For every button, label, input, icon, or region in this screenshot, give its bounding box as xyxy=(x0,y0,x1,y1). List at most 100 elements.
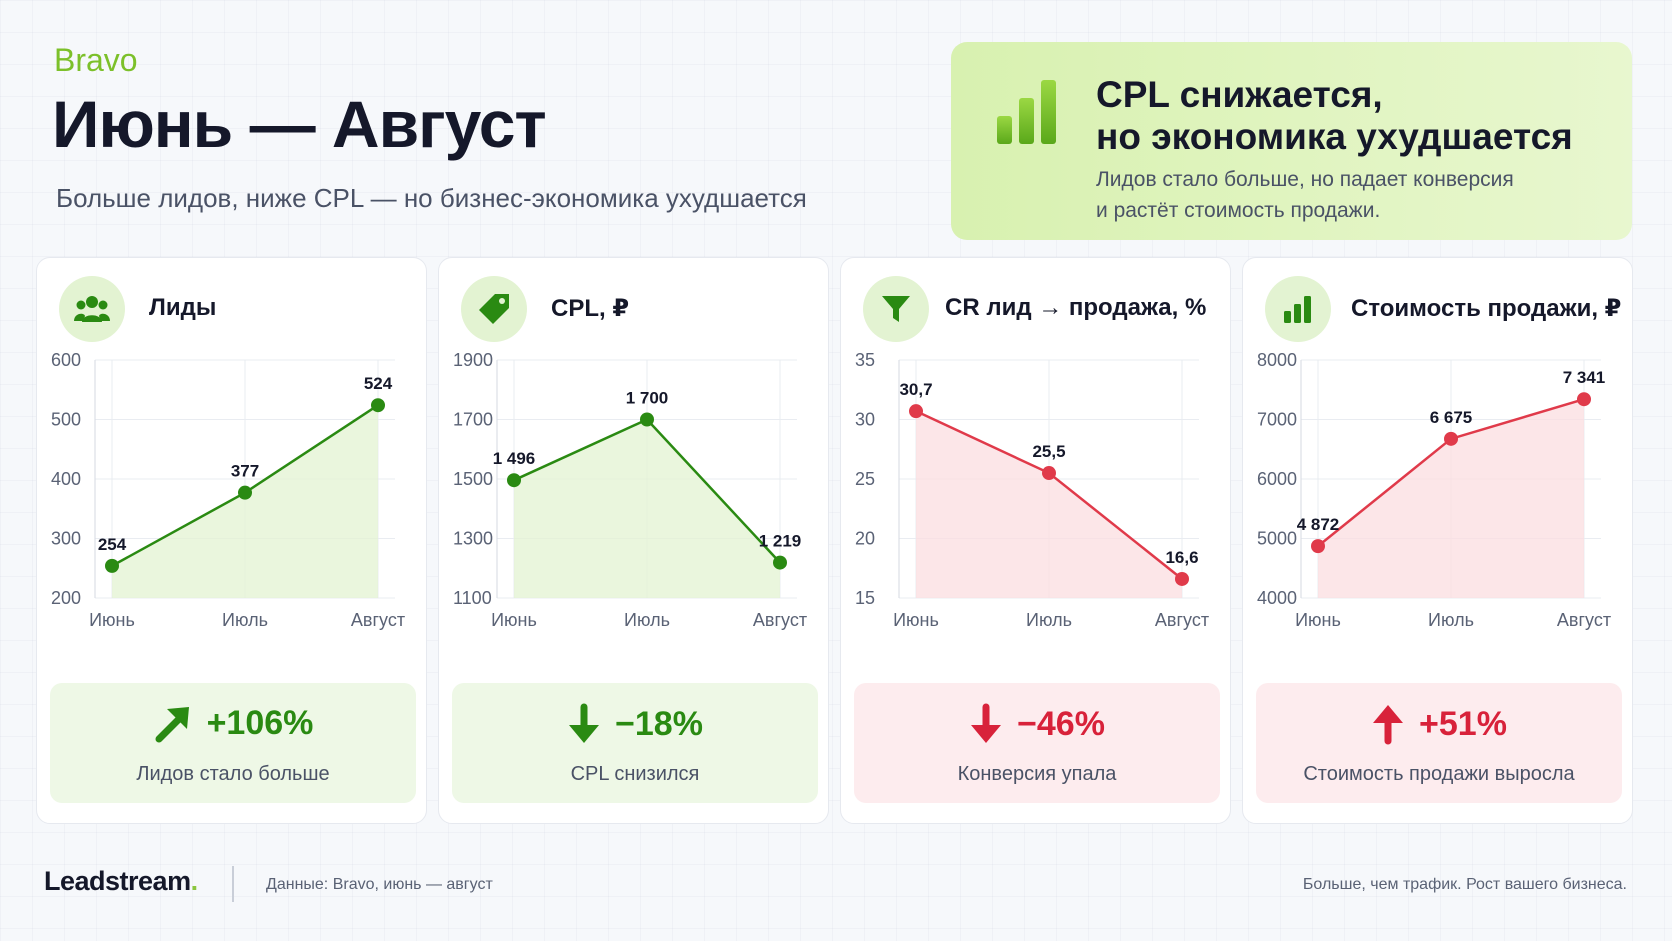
x-tick-label: Июнь xyxy=(491,610,537,630)
card-icon-circle xyxy=(863,276,929,342)
data-point xyxy=(238,485,252,500)
data-point xyxy=(1444,431,1458,446)
data-label: 1 496 xyxy=(493,449,536,468)
footer-logo-dot: . xyxy=(190,866,199,896)
users-icon xyxy=(74,296,110,322)
cr-line-chart: 35 30 25 20 15 30,7 Июнь 25,5 Июль 16,6 Август xyxy=(855,350,1209,630)
card-title: Стоимость продажи, ₽ xyxy=(1351,295,1622,322)
x-tick-label: Июнь xyxy=(1295,610,1341,630)
footer-logo: Leadstream. xyxy=(44,866,198,897)
kpi-box: +51% Стоимость продажи выросла xyxy=(1256,683,1622,803)
kpi-value: −46% xyxy=(1017,704,1105,743)
data-label: 30,7 xyxy=(899,380,932,399)
data-point xyxy=(773,555,787,570)
page-subtitle: Больше лидов, ниже CPL — но бизнес-эконо… xyxy=(56,183,807,213)
data-point xyxy=(105,558,119,573)
callout-text-line1: Лидов стало больше, но падает конверсия xyxy=(1096,168,1514,191)
kpi-caption: Конверсия упала xyxy=(957,763,1117,785)
data-label: 6 675 xyxy=(1430,408,1473,427)
area-fill xyxy=(112,405,378,598)
footer-logo-text: Leadstream xyxy=(44,866,191,896)
data-point xyxy=(1042,466,1056,481)
y-tick-label: 400 xyxy=(51,469,81,489)
y-tick-label: 5000 xyxy=(1257,529,1297,549)
kpi-value: +106% xyxy=(206,703,314,742)
y-tick-label: 4000 xyxy=(1257,588,1297,608)
y-tick-label: 30 xyxy=(855,410,875,430)
y-tick-label: 35 xyxy=(855,350,875,370)
callout-text: Лидов стало больше, но падает конверсия … xyxy=(1096,164,1616,226)
data-label: 7 341 xyxy=(1563,368,1606,387)
area-fill xyxy=(916,411,1182,598)
y-tick-label: 300 xyxy=(51,529,81,549)
x-tick-label: Июнь xyxy=(89,610,135,630)
footer-source: Данные: Bravo, июнь — август xyxy=(266,876,493,893)
price-tag-icon xyxy=(479,294,509,324)
card-cr: CR лид → продажа, % 35 30 25 20 15 30,7 Июнь 25… xyxy=(840,257,1231,824)
x-tick-label: Август xyxy=(351,610,405,630)
card-sale-cost: Стоимость продажи, ₽ 8000 7000 6000 5000 400… xyxy=(1242,257,1633,824)
bar-chart-icon xyxy=(1284,296,1311,323)
data-label: 254 xyxy=(98,535,127,554)
footer-divider xyxy=(232,866,234,902)
y-tick-label: 1300 xyxy=(453,529,493,549)
y-tick-label: 20 xyxy=(855,529,875,549)
footer-slogan: Больше, чем трафик. Рост вашего бизнеса. xyxy=(1302,876,1627,893)
kpi-value: −18% xyxy=(615,704,703,743)
card-title: CR лид → продажа, % xyxy=(945,294,1207,321)
y-tick-label: 1500 xyxy=(453,469,493,489)
area-fill xyxy=(514,419,780,598)
kpi-box: −46% Конверсия упала xyxy=(854,683,1220,803)
y-tick-label: 200 xyxy=(51,588,81,608)
data-label: 524 xyxy=(364,374,393,393)
data-point xyxy=(1311,539,1325,554)
y-tick-label: 8000 xyxy=(1257,350,1297,370)
x-tick-label: Июль xyxy=(222,610,268,630)
callout-title-line1: CPL снижается, xyxy=(1096,74,1383,115)
x-tick-label: Июль xyxy=(1428,610,1474,630)
area-fill xyxy=(1318,399,1584,598)
data-label: 1 700 xyxy=(626,389,669,408)
card-leads: Лиды 600 500 400 300 200 254 Июнь 377 Июль 524 Авг… xyxy=(36,257,427,824)
kpi-box: −18% CPL снизился xyxy=(452,683,818,803)
arrow-up-right-icon xyxy=(155,707,189,743)
data-label: 25,5 xyxy=(1032,442,1065,461)
data-label: 377 xyxy=(231,462,259,481)
leads-line-chart: 600 500 400 300 200 254 Июнь 377 Июль 524 Август xyxy=(51,350,405,630)
x-tick-label: Август xyxy=(753,610,807,630)
data-point xyxy=(909,404,923,419)
kpi-caption: Стоимость продажи выросла xyxy=(1303,763,1575,785)
card-cpl: CPL, ₽ 1900 1700 1500 1300 1100 1 496 Июнь 1 70… xyxy=(438,257,829,824)
arrow-down-icon xyxy=(971,703,1002,743)
y-tick-label: 500 xyxy=(51,410,81,430)
data-point xyxy=(371,398,385,413)
card-icon-circle xyxy=(59,276,125,342)
y-tick-label: 600 xyxy=(51,350,81,370)
card-icon-circle xyxy=(1265,276,1331,342)
kpi-caption: CPL снизился xyxy=(570,763,700,785)
y-tick-label: 7000 xyxy=(1257,410,1297,430)
y-tick-label: 25 xyxy=(855,469,875,489)
callout-title: CPL снижается, но экономика ухудшается xyxy=(1096,74,1616,158)
funnel-icon xyxy=(882,296,910,322)
card-title: CPL, ₽ xyxy=(551,295,630,322)
y-tick-label: 1900 xyxy=(453,350,493,370)
y-tick-label: 1700 xyxy=(453,410,493,430)
data-point xyxy=(640,412,654,427)
data-label: 1 219 xyxy=(759,532,802,551)
y-tick-label: 6000 xyxy=(1257,469,1297,489)
x-tick-label: Август xyxy=(1155,610,1209,630)
bar-chart-icon xyxy=(997,80,1056,144)
data-label: 4 872 xyxy=(1297,515,1340,534)
callout-title-line2: но экономика ухудшается xyxy=(1096,116,1573,157)
data-point xyxy=(1175,571,1189,586)
data-label: 16,6 xyxy=(1165,548,1198,567)
x-tick-label: Август xyxy=(1557,610,1611,630)
sale-cost-line-chart: 8000 7000 6000 5000 4000 4 872 Июнь 6 675 Июль 7 … xyxy=(1257,350,1611,630)
callout-text-line2: и растёт стоимость продажи. xyxy=(1096,199,1381,222)
x-tick-label: Июнь xyxy=(893,610,939,630)
x-tick-label: Июль xyxy=(624,610,670,630)
page-title: Июнь — Август xyxy=(52,87,547,161)
data-point xyxy=(1577,392,1591,407)
cpl-line-chart: 1900 1700 1500 1300 1100 1 496 Июнь 1 700 Июль 1 … xyxy=(453,350,807,630)
